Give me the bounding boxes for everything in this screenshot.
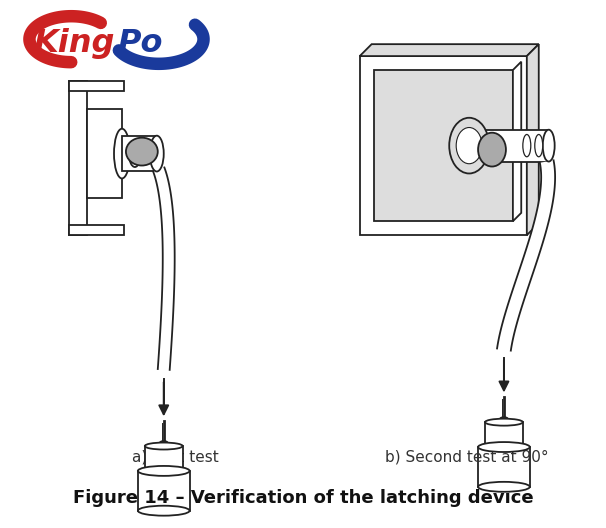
Ellipse shape bbox=[145, 442, 182, 449]
Ellipse shape bbox=[138, 506, 190, 516]
Text: b) Second test at 90°: b) Second test at 90° bbox=[385, 449, 549, 464]
Polygon shape bbox=[69, 225, 124, 235]
Ellipse shape bbox=[138, 466, 190, 476]
Polygon shape bbox=[69, 81, 87, 235]
Ellipse shape bbox=[114, 129, 130, 178]
Polygon shape bbox=[69, 81, 124, 91]
Ellipse shape bbox=[150, 136, 164, 172]
Ellipse shape bbox=[160, 441, 168, 445]
Ellipse shape bbox=[456, 128, 482, 164]
Ellipse shape bbox=[543, 130, 554, 162]
Polygon shape bbox=[478, 447, 530, 487]
Polygon shape bbox=[485, 422, 523, 450]
Polygon shape bbox=[138, 471, 190, 511]
Ellipse shape bbox=[478, 482, 530, 492]
Ellipse shape bbox=[449, 118, 489, 174]
Ellipse shape bbox=[534, 135, 543, 157]
Ellipse shape bbox=[126, 138, 158, 165]
Ellipse shape bbox=[478, 442, 530, 452]
Ellipse shape bbox=[485, 419, 523, 426]
Polygon shape bbox=[360, 56, 527, 235]
Text: King: King bbox=[33, 27, 115, 59]
Ellipse shape bbox=[523, 135, 531, 157]
Polygon shape bbox=[513, 62, 521, 221]
Text: Po: Po bbox=[117, 27, 162, 59]
Polygon shape bbox=[153, 167, 175, 370]
Polygon shape bbox=[527, 44, 539, 235]
Ellipse shape bbox=[478, 133, 506, 166]
Polygon shape bbox=[484, 130, 548, 162]
Text: a) First test: a) First test bbox=[132, 449, 219, 464]
Polygon shape bbox=[145, 446, 182, 474]
Text: Figure 14 – Verification of the latching device: Figure 14 – Verification of the latching… bbox=[73, 489, 533, 507]
Polygon shape bbox=[122, 136, 157, 172]
Ellipse shape bbox=[500, 417, 508, 421]
Polygon shape bbox=[497, 161, 555, 351]
Polygon shape bbox=[374, 70, 513, 221]
Polygon shape bbox=[360, 44, 539, 56]
Ellipse shape bbox=[129, 140, 141, 167]
Polygon shape bbox=[87, 109, 122, 199]
